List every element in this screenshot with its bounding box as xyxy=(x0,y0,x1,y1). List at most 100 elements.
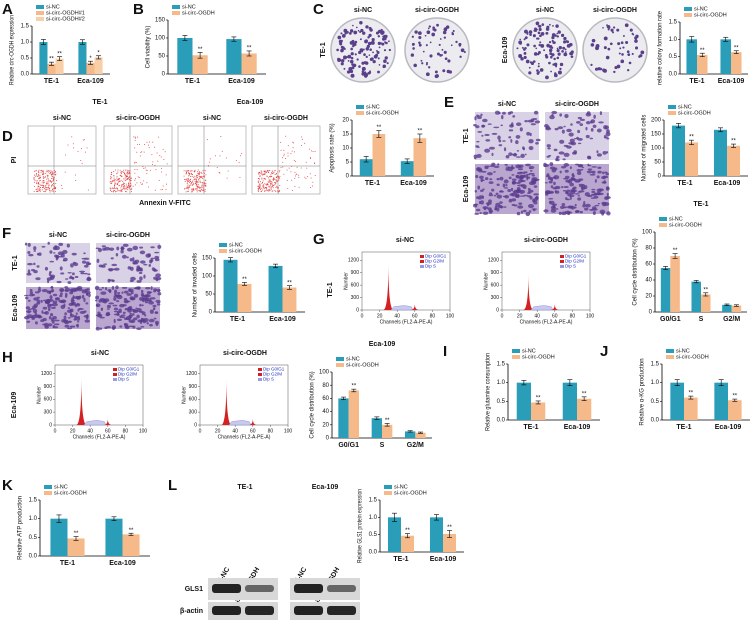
hist-y-tick-label: 1200 xyxy=(186,371,197,377)
event xyxy=(35,183,37,185)
colony xyxy=(424,34,427,37)
event xyxy=(123,188,125,190)
cell xyxy=(51,306,56,310)
cell xyxy=(597,170,602,174)
x-tick-label: G2/M xyxy=(407,442,424,449)
bar xyxy=(516,382,531,420)
event xyxy=(119,169,121,171)
event xyxy=(162,148,164,150)
event xyxy=(310,177,312,179)
event xyxy=(261,177,263,179)
cell xyxy=(484,133,490,137)
event xyxy=(198,189,200,191)
cell xyxy=(113,307,119,311)
event xyxy=(200,177,202,179)
event xyxy=(185,191,187,193)
cell xyxy=(606,137,610,140)
cell xyxy=(577,129,581,134)
legend-label: si-circ-OGDH xyxy=(182,10,215,16)
event xyxy=(118,177,120,179)
cell xyxy=(500,124,504,127)
cell xyxy=(148,300,154,305)
cell xyxy=(579,123,584,127)
cell xyxy=(534,120,541,124)
colony xyxy=(626,50,630,54)
cell xyxy=(551,110,558,115)
cell xyxy=(126,293,132,296)
event xyxy=(45,172,47,174)
event xyxy=(192,180,194,182)
cell xyxy=(32,308,38,314)
cell xyxy=(138,296,145,302)
event xyxy=(39,180,41,182)
colony xyxy=(357,29,360,32)
event xyxy=(260,189,262,191)
colony xyxy=(361,61,365,65)
event xyxy=(195,175,197,177)
event xyxy=(203,176,205,178)
event xyxy=(279,190,281,192)
colony xyxy=(556,35,559,38)
event xyxy=(257,186,259,188)
y-axis-label: Number of migrated cells xyxy=(642,115,648,182)
event xyxy=(67,144,69,146)
event xyxy=(199,187,201,189)
cell xyxy=(486,203,490,207)
cell xyxy=(79,270,86,273)
y-tick-label: 0.5 xyxy=(497,399,506,405)
cell xyxy=(582,203,586,208)
event xyxy=(52,180,54,182)
cell xyxy=(49,260,54,263)
y-axis-label: relative colony formation rate xyxy=(658,10,664,85)
cell xyxy=(139,310,144,313)
event xyxy=(257,187,259,189)
cell xyxy=(585,134,590,139)
event xyxy=(275,173,277,175)
event xyxy=(64,171,66,173)
event xyxy=(191,181,193,183)
significance-label: ** xyxy=(405,528,410,534)
event xyxy=(267,177,269,179)
cell xyxy=(54,297,61,301)
cell xyxy=(101,245,106,248)
colony xyxy=(566,40,570,44)
g2-peak xyxy=(248,418,258,425)
cell xyxy=(576,120,581,124)
cell xyxy=(504,187,509,189)
cell xyxy=(481,134,484,137)
event xyxy=(294,185,296,187)
hist-legend-swatch xyxy=(258,368,262,371)
event xyxy=(196,188,198,190)
event xyxy=(137,143,139,145)
cell xyxy=(570,189,576,193)
event xyxy=(293,142,295,144)
cell xyxy=(150,257,155,260)
event xyxy=(116,190,118,192)
event xyxy=(112,180,114,182)
event xyxy=(187,188,189,190)
cell xyxy=(123,323,129,326)
cell xyxy=(77,287,83,292)
event xyxy=(39,174,41,176)
y-tick-label: 1.5 xyxy=(29,498,38,504)
colony xyxy=(551,39,554,43)
cell xyxy=(553,148,558,152)
y-axis-label: Relative circ-OGDH expression xyxy=(10,15,16,85)
event xyxy=(219,155,221,157)
panel-letter: G xyxy=(313,231,325,248)
hist-y-tick-label: 300 xyxy=(44,409,53,415)
legend-label: si-circ-OGDH xyxy=(669,222,702,228)
event xyxy=(45,190,47,192)
event xyxy=(278,177,280,179)
event xyxy=(129,179,131,181)
colony xyxy=(463,50,466,54)
cell xyxy=(99,327,103,330)
legend-label: si-NC xyxy=(669,216,683,222)
significance-label: ** xyxy=(57,51,62,57)
event xyxy=(43,180,45,182)
colony xyxy=(349,59,354,64)
colony xyxy=(377,41,382,46)
event xyxy=(314,151,316,153)
x-tick-label: Eca-109 xyxy=(714,180,741,187)
cell xyxy=(516,122,522,126)
